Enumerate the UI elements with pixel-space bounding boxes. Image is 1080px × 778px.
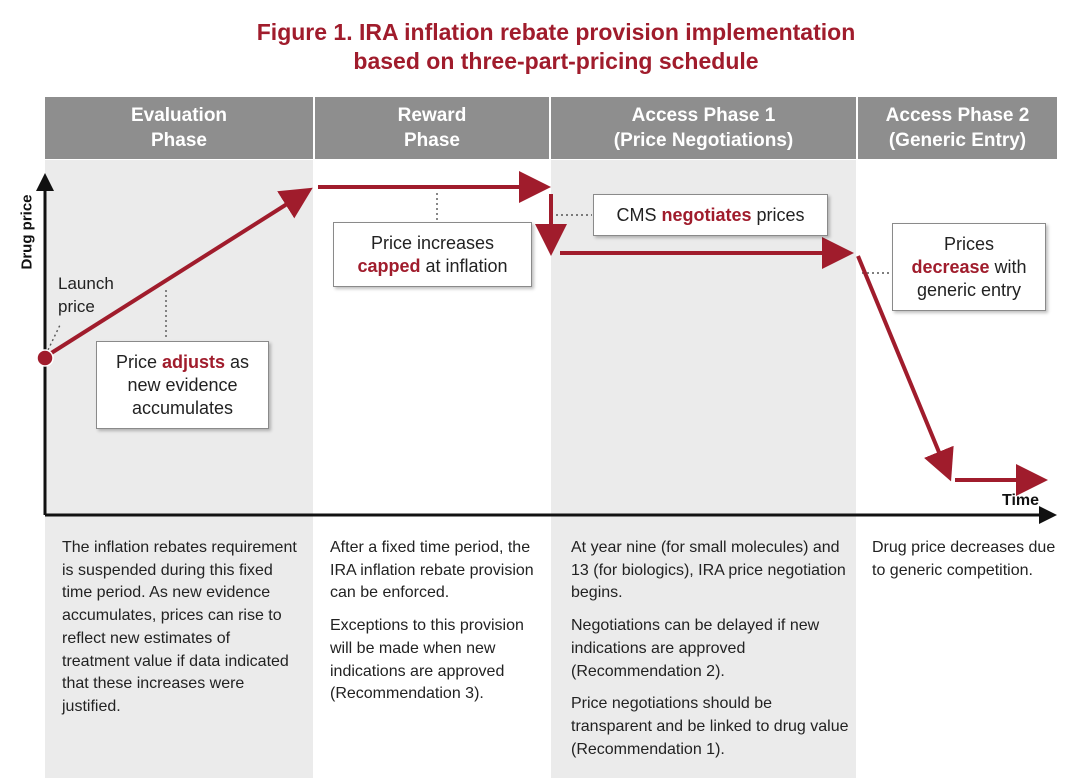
phase-header-line: Access Phase 2 — [885, 105, 1030, 126]
description-paragraph: Exceptions to this provision will be mad… — [330, 617, 524, 703]
evaluation-column-bg — [45, 160, 313, 778]
description-paragraph: Negotiations can be delayed if new indic… — [571, 617, 820, 680]
phase-header-access2: Access Phase 2 (Generic Entry) — [858, 97, 1057, 159]
launch-price-label: Launch price — [58, 272, 114, 318]
callout-line: Price increases — [370, 232, 495, 253]
callout-line: decrease with — [893, 256, 1045, 279]
phase-header-access1: Access Phase 1 (Price Negotiations) — [551, 97, 856, 159]
phase-header-line: Evaluation — [130, 105, 228, 126]
callout-text: as — [225, 351, 250, 372]
description-paragraph: The inflation rebates requirement is sus… — [62, 539, 297, 715]
description-reward: After a fixed time period, the IRA infla… — [330, 537, 542, 716]
phase-header-line: (Price Negotiations) — [613, 130, 794, 151]
callout-price-capped: Price increases capped at inflation — [333, 222, 532, 287]
callout-keyword: capped — [357, 255, 421, 276]
callout-line: CMS negotiates prices — [594, 204, 827, 227]
callout-line: generic entry — [916, 279, 1022, 300]
description-paragraph: Price negotiations should be transparent… — [571, 695, 849, 758]
phase-header-reward: Reward Phase — [315, 97, 549, 159]
callout-cms-negotiates: CMS negotiates prices — [593, 194, 828, 236]
access1-column-bg — [551, 160, 856, 778]
callout-prices-decrease: Prices decrease with generic entry — [892, 223, 1046, 311]
callout-text: CMS — [616, 204, 662, 225]
callout-text: prices — [751, 204, 805, 225]
callout-price-adjusts: Price adjusts as new evidence accumulate… — [96, 341, 269, 429]
launch-label-line: Launch — [58, 274, 114, 293]
phase-header-line: Reward — [397, 105, 467, 126]
callout-keyword: decrease — [911, 256, 990, 277]
description-paragraph: Drug price decreases due to generic comp… — [872, 539, 1056, 579]
callout-text: with — [989, 256, 1027, 277]
x-axis-label: Time — [1002, 492, 1040, 509]
phase-header-evaluation: Evaluation Phase — [45, 97, 313, 159]
callout-text: at inflation — [420, 255, 508, 276]
phase-header-line: Phase — [404, 130, 460, 151]
y-axis-label: Drug price — [18, 194, 36, 270]
callout-text: Price — [115, 351, 162, 372]
launch-connector — [47, 324, 61, 351]
phase-header-line: Phase — [151, 130, 207, 151]
figure-title-line2: based on three-part-pricing schedule — [353, 48, 759, 74]
callout-line: new evidence — [127, 374, 238, 395]
description-paragraph: After a fixed time period, the IRA infla… — [330, 539, 534, 602]
description-evaluation: The inflation rebates requirement is sus… — [62, 537, 302, 729]
phase-header-line: (Generic Entry) — [888, 130, 1027, 151]
callout-keyword: negotiates — [661, 204, 752, 225]
description-access2: Drug price decreases due to generic comp… — [872, 537, 1062, 592]
generic-drop-arrow — [856, 255, 954, 482]
launch-price-dot — [36, 349, 54, 367]
callout-keyword: adjusts — [161, 351, 226, 372]
figure-title-line1: Figure 1. IRA inflation rebate provision… — [256, 19, 856, 45]
callout-line: Prices — [943, 233, 994, 254]
description-paragraph: At year nine (for small molecules) and 1… — [571, 539, 846, 602]
launch-label-line: price — [58, 297, 95, 316]
callout-line: Price adjusts as — [97, 351, 268, 374]
description-access1: At year nine (for small molecules) and 1… — [571, 537, 853, 771]
callout-line: capped at inflation — [334, 255, 531, 278]
evaluation-price-arrow — [43, 187, 313, 359]
phase-header-line: Access Phase 1 — [631, 105, 776, 126]
figure-title: Figure 1. IRA inflation rebate provision… — [0, 18, 1080, 76]
callout-line: accumulates — [131, 397, 234, 418]
